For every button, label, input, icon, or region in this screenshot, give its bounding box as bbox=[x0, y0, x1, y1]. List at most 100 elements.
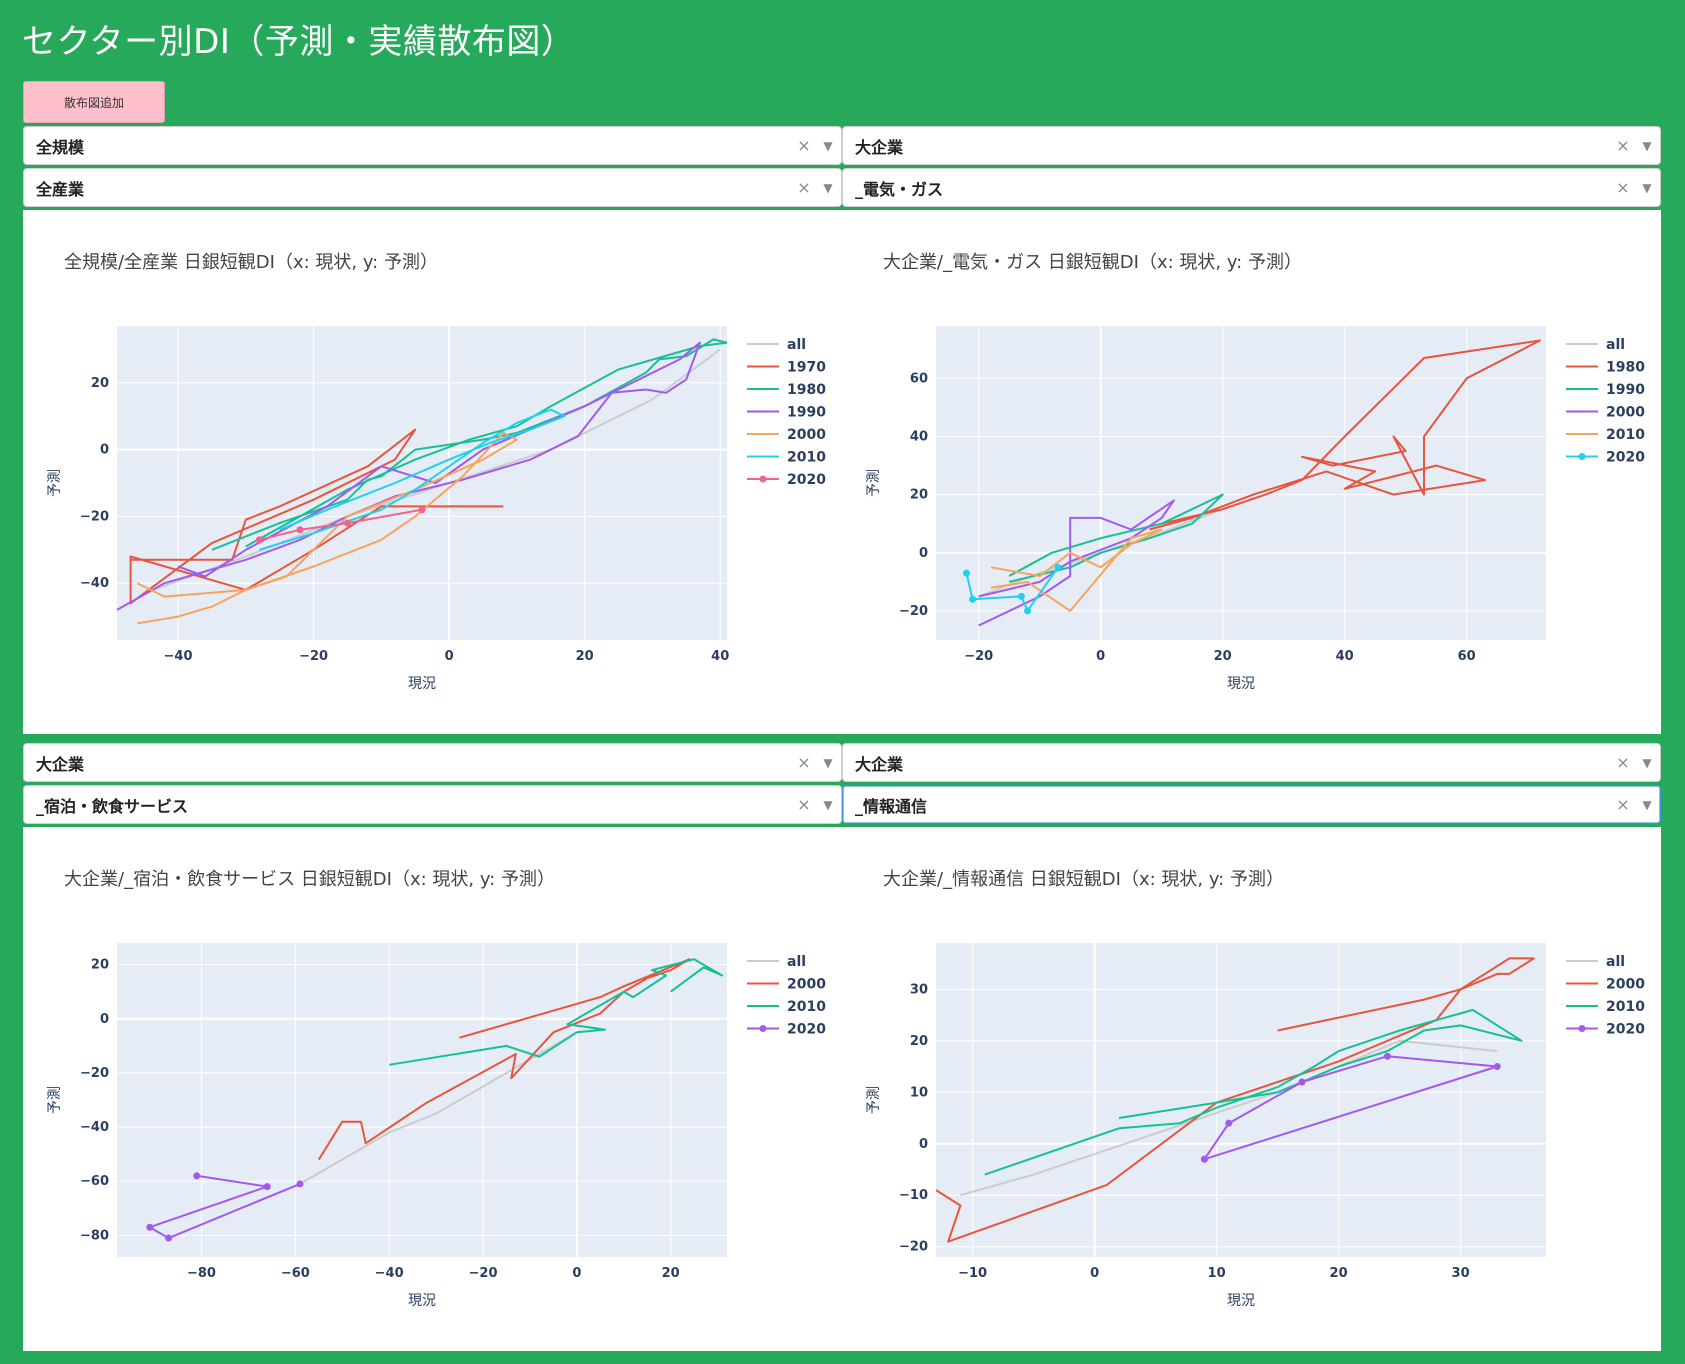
size-select-3[interactable]: 大企業 × ▼ bbox=[23, 743, 842, 782]
x-axis-label: 現況 bbox=[408, 1293, 436, 1309]
series-line-all bbox=[299, 1031, 578, 1185]
x-tick-label: 0 bbox=[572, 1266, 581, 1281]
legend-marker bbox=[759, 475, 767, 483]
plot-area bbox=[117, 943, 727, 1257]
chevron-down-icon[interactable]: ▼ bbox=[823, 138, 833, 153]
clear-icon[interactable]: × bbox=[1616, 136, 1630, 155]
clear-icon[interactable]: × bbox=[797, 795, 811, 814]
chevron-down-icon[interactable]: ▼ bbox=[1642, 138, 1652, 153]
data-point-2020 bbox=[263, 1183, 271, 1191]
size-select-4[interactable]: 大企業 × ▼ bbox=[842, 743, 1661, 782]
legend-label: 1990 bbox=[787, 405, 826, 421]
series-line-2020 bbox=[259, 508, 423, 541]
size-select-value: 全規模 bbox=[36, 137, 85, 157]
chart-title-4: 大企業/_情報通信 日銀短観DI（x: 現状, y: 予測） bbox=[883, 869, 1284, 890]
data-point-2020 bbox=[296, 526, 304, 534]
x-tick-label: −20 bbox=[299, 649, 328, 664]
legend-label: 2020 bbox=[787, 472, 826, 488]
size-select-value: 大企業 bbox=[855, 754, 904, 774]
data-point-2020 bbox=[1493, 1063, 1501, 1071]
clear-icon[interactable]: × bbox=[797, 753, 811, 772]
chevron-down-icon[interactable]: ▼ bbox=[823, 797, 833, 812]
data-point-2020 bbox=[1383, 1052, 1391, 1060]
x-axis-label: 現況 bbox=[408, 676, 436, 692]
size-select-1[interactable]: 全規模 × ▼ bbox=[23, 126, 842, 165]
series-line-2010 bbox=[990, 528, 1163, 612]
chart-title-2: 大企業/_電気・ガス 日銀短観DI（x: 現状, y: 予測） bbox=[883, 252, 1302, 273]
series-line-2010 bbox=[984, 1008, 1523, 1176]
series-line-1980 bbox=[211, 338, 727, 551]
y-tick-label: 0 bbox=[919, 1137, 928, 1152]
series-line-2000 bbox=[136, 431, 518, 625]
size-select-value: 大企業 bbox=[36, 754, 85, 774]
clear-icon[interactable]: × bbox=[1616, 178, 1630, 197]
data-point-2020 bbox=[343, 519, 351, 527]
y-tick-label: 10 bbox=[910, 1085, 928, 1100]
series-group bbox=[936, 957, 1535, 1243]
x-tick-label: 20 bbox=[576, 649, 594, 664]
x-tick-label: 0 bbox=[1096, 649, 1105, 664]
x-tick-label: 0 bbox=[1090, 1266, 1099, 1281]
y-tick-label: −20 bbox=[80, 509, 109, 524]
x-tick-label: −10 bbox=[958, 1266, 987, 1281]
data-point-2020 bbox=[963, 569, 970, 577]
legend-label: 2010 bbox=[787, 999, 826, 1015]
y-axis-label: 予測 bbox=[47, 469, 63, 497]
legend-label: 1980 bbox=[1606, 360, 1645, 376]
y-tick-label: 20 bbox=[91, 376, 109, 391]
y-tick-label: 20 bbox=[91, 958, 109, 973]
clear-icon[interactable]: × bbox=[797, 178, 811, 197]
scatter-chart-2: −20 0 20 40 60 −20 0 20 40 60 現況 予測 all 1980 1990 2000 2… bbox=[866, 326, 1645, 692]
x-tick-label: −40 bbox=[164, 649, 193, 664]
series-line-1980 bbox=[1149, 339, 1541, 531]
y-tick-label: 20 bbox=[910, 1034, 928, 1049]
industry-select-value: _電気・ガス bbox=[855, 179, 944, 199]
industry-select-4[interactable]: _情報通信 × ▼ bbox=[842, 785, 1661, 824]
industry-select-3[interactable]: _宿泊・飲食サービス × ▼ bbox=[23, 785, 842, 824]
y-tick-label: 20 bbox=[910, 488, 928, 503]
data-point-2020 bbox=[1024, 607, 1031, 615]
plot-area bbox=[117, 326, 727, 640]
legend-label: all bbox=[787, 337, 806, 353]
x-tick-label: 20 bbox=[662, 1266, 680, 1281]
legend-label: 2000 bbox=[1606, 977, 1645, 993]
scatter-chart-4: −10 0 10 20 30 −20 −10 0 10 20 30 現況 予測 all 2000 2010 20… bbox=[866, 943, 1645, 1309]
industry-select-value: _情報通信 bbox=[855, 796, 928, 816]
y-tick-label: 0 bbox=[919, 546, 928, 561]
clear-icon[interactable]: × bbox=[1616, 753, 1630, 772]
y-tick-label: −60 bbox=[80, 1174, 109, 1189]
size-select-2[interactable]: 大企業 × ▼ bbox=[842, 126, 1661, 165]
x-tick-label: −20 bbox=[469, 1266, 498, 1281]
legend-label: 1980 bbox=[787, 382, 826, 398]
industry-select-1[interactable]: 全産業 × ▼ bbox=[23, 168, 842, 207]
data-point-2020 bbox=[1054, 563, 1062, 571]
industry-select-2[interactable]: _電気・ガス × ▼ bbox=[842, 168, 1661, 207]
y-tick-label: 60 bbox=[910, 371, 928, 386]
y-axis-label: 予測 bbox=[866, 469, 882, 497]
y-tick-label: −10 bbox=[899, 1188, 928, 1203]
chart-title-1: 全規模/全産業 日銀短観DI（x: 現状, y: 予測） bbox=[64, 252, 438, 273]
x-tick-label: 0 bbox=[445, 649, 454, 664]
y-tick-label: 40 bbox=[910, 429, 928, 444]
series-line-2020 bbox=[1203, 1055, 1499, 1161]
x-tick-label: 10 bbox=[1208, 1266, 1226, 1281]
legend-label: 2020 bbox=[1606, 1022, 1645, 1038]
series-line-1990 bbox=[117, 341, 701, 611]
legend-label: 2000 bbox=[787, 977, 826, 993]
industry-select-value: _宿泊・飲食サービス bbox=[36, 796, 189, 816]
data-point-2020 bbox=[418, 506, 426, 514]
chevron-down-icon[interactable]: ▼ bbox=[1642, 755, 1652, 770]
add-scatter-button[interactable]: 散布図追加 bbox=[23, 81, 165, 123]
x-tick-label: 20 bbox=[1330, 1266, 1348, 1281]
clear-icon[interactable]: × bbox=[1616, 795, 1630, 814]
chevron-down-icon[interactable]: ▼ bbox=[823, 180, 833, 195]
chevron-down-icon[interactable]: ▼ bbox=[1642, 797, 1652, 812]
clear-icon[interactable]: × bbox=[797, 136, 811, 155]
y-tick-label: −20 bbox=[899, 1240, 928, 1255]
legend-label: 2000 bbox=[1606, 405, 1645, 421]
chevron-down-icon[interactable]: ▼ bbox=[1642, 180, 1652, 195]
y-tick-label: −80 bbox=[80, 1228, 109, 1243]
chevron-down-icon[interactable]: ▼ bbox=[823, 755, 833, 770]
x-tick-label: 40 bbox=[1336, 649, 1354, 664]
data-point-2020 bbox=[193, 1172, 201, 1180]
